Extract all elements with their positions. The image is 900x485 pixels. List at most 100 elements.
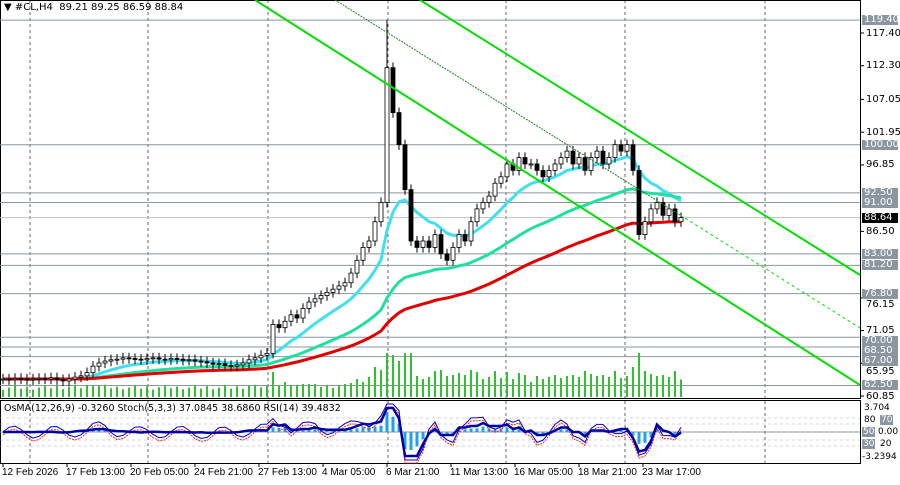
osma-bar <box>97 430 101 432</box>
volume-bar <box>290 385 292 397</box>
candle-body <box>408 189 414 242</box>
price-tick: 86.50 <box>866 225 895 237</box>
osma-bar <box>475 428 479 432</box>
level-label: 76.80 <box>862 288 898 299</box>
volume-bar <box>98 386 100 397</box>
volume-bar <box>650 374 652 397</box>
volume-bar <box>20 388 22 397</box>
candle-body <box>180 358 186 361</box>
osma-bar <box>481 426 485 432</box>
candle-body <box>18 377 24 380</box>
volume-bar <box>194 385 196 397</box>
candle-body <box>150 357 156 360</box>
volume-bar <box>122 389 124 397</box>
candle-body <box>486 195 492 203</box>
stoch-main-line <box>2 403 682 461</box>
candle-body <box>678 217 684 223</box>
volume-bar <box>530 382 532 397</box>
volume-bar <box>536 376 538 397</box>
volume-bar <box>62 389 64 397</box>
osma-bar <box>355 428 359 432</box>
volume-bar <box>470 370 472 397</box>
candle-body <box>366 240 372 248</box>
osma-bar <box>505 427 509 432</box>
candle-body <box>234 364 240 367</box>
osma-bar <box>289 430 293 432</box>
volume-bar <box>548 377 550 397</box>
osma-bar <box>445 432 449 434</box>
volume-bar <box>452 375 454 397</box>
volume-bar <box>188 387 190 397</box>
osma-bar <box>655 427 659 432</box>
volume-bar <box>494 371 496 397</box>
volume-bar <box>260 387 262 397</box>
stoch-signal-line <box>2 406 682 464</box>
volume-bar <box>86 385 88 397</box>
candle-body <box>588 157 594 171</box>
osma-bar <box>541 432 545 434</box>
osma-bar <box>397 423 401 432</box>
osma-bar <box>649 432 653 438</box>
volume-bar <box>212 389 214 397</box>
volume-bar <box>206 386 208 397</box>
candle-body <box>102 360 108 364</box>
osma-min-label: -3.2394 <box>862 452 897 462</box>
candle-body <box>414 240 420 248</box>
volume-bar <box>284 382 286 397</box>
trend-mid-line <box>334 0 681 216</box>
osma-bar <box>457 429 461 432</box>
osma-bar <box>103 430 107 432</box>
osma-bar <box>643 432 647 443</box>
volume-bar <box>2 390 4 397</box>
candle-body <box>60 379 66 382</box>
candle-body <box>336 285 342 290</box>
indicator-level-label: 80 <box>864 415 876 425</box>
volume-bar <box>350 383 352 397</box>
volume-bar <box>464 375 466 397</box>
osma-bar <box>517 429 521 432</box>
osma-bar <box>439 432 443 434</box>
volume-bar <box>560 378 562 397</box>
osma-bar <box>493 428 497 432</box>
candle-body <box>174 358 180 360</box>
candle-body <box>36 377 42 380</box>
candle-body <box>402 144 408 191</box>
candle-body <box>654 202 660 210</box>
time-label: 4 Mar 05:00 <box>322 467 376 478</box>
candle-body <box>162 358 168 361</box>
osma-bar <box>367 427 371 432</box>
candle-body <box>192 359 198 362</box>
current-price-label: 88.64 <box>862 212 898 223</box>
price-tick: 107.05 <box>866 93 900 105</box>
candle-body <box>30 378 36 381</box>
candle-body <box>300 308 306 319</box>
volume-bar <box>602 375 604 397</box>
volume-bar <box>368 377 370 397</box>
volume-bar <box>56 385 58 397</box>
candle-body <box>0 378 6 381</box>
rsi-line <box>3 406 682 458</box>
volume-bar <box>674 371 676 397</box>
osma-bar <box>277 428 281 432</box>
level-label: 62.50 <box>862 380 898 391</box>
volume-bar <box>362 382 364 397</box>
candle-body <box>78 375 84 378</box>
level-label: 68.50 <box>862 346 898 357</box>
osma-bar <box>385 412 389 432</box>
candle-body <box>354 259 360 274</box>
volume-bar <box>140 388 142 397</box>
candle-body <box>264 352 270 356</box>
candle-body <box>228 365 234 367</box>
volume-bar <box>74 384 76 397</box>
candle-body <box>126 357 132 360</box>
candle-body <box>342 282 348 287</box>
volume-bar <box>248 386 250 397</box>
volume-bar <box>158 387 160 397</box>
candle-body <box>360 247 366 261</box>
candle-body <box>390 67 396 114</box>
candle-body <box>636 169 642 235</box>
candle-body <box>252 357 258 361</box>
osma-bar <box>463 429 467 432</box>
candle-body <box>312 298 318 303</box>
